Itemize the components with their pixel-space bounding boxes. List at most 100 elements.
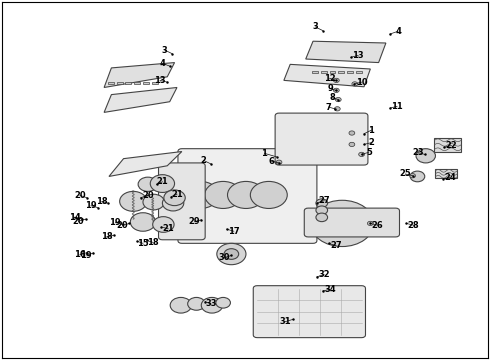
Circle shape [162, 195, 184, 211]
Bar [330, 71, 335, 73]
Circle shape [205, 181, 242, 208]
Text: 13: 13 [154, 76, 166, 85]
Bar [347, 71, 353, 73]
Text: 11: 11 [391, 102, 403, 111]
Text: 32: 32 [318, 270, 330, 279]
Bar [435, 138, 461, 152]
Text: 18: 18 [147, 238, 158, 247]
Text: 31: 31 [279, 317, 291, 326]
Circle shape [216, 297, 230, 308]
Bar [134, 82, 140, 84]
Text: 18: 18 [96, 197, 107, 206]
Bar [312, 71, 318, 73]
Circle shape [410, 174, 416, 178]
Circle shape [335, 98, 341, 102]
Circle shape [150, 175, 174, 193]
Circle shape [153, 217, 174, 232]
Text: 29: 29 [189, 217, 200, 226]
Bar [338, 71, 344, 73]
Circle shape [334, 107, 340, 111]
Text: 18: 18 [101, 233, 112, 242]
Bar [108, 82, 114, 84]
Text: 15: 15 [137, 239, 149, 248]
Text: 22: 22 [445, 141, 457, 150]
Text: 7: 7 [326, 103, 331, 112]
Bar [143, 82, 149, 84]
Circle shape [316, 199, 328, 207]
Circle shape [316, 206, 328, 215]
Bar [125, 82, 131, 84]
Circle shape [164, 190, 185, 206]
Circle shape [316, 213, 328, 222]
Circle shape [170, 297, 192, 313]
Bar [356, 71, 362, 73]
Text: 23: 23 [412, 148, 424, 157]
Circle shape [368, 221, 373, 226]
Circle shape [326, 212, 358, 235]
Circle shape [201, 297, 222, 313]
Circle shape [352, 82, 358, 86]
Text: 4: 4 [159, 59, 165, 68]
Bar [436, 169, 457, 178]
Polygon shape [109, 152, 182, 176]
FancyBboxPatch shape [304, 208, 399, 237]
Text: 20: 20 [117, 221, 128, 230]
Circle shape [182, 181, 219, 208]
Text: 16: 16 [74, 250, 86, 259]
Text: 21: 21 [171, 190, 183, 199]
FancyBboxPatch shape [275, 113, 368, 165]
Text: 14: 14 [69, 212, 81, 221]
Circle shape [359, 152, 365, 157]
Text: 30: 30 [219, 253, 230, 262]
Circle shape [311, 200, 374, 247]
Circle shape [130, 213, 156, 231]
Circle shape [250, 181, 287, 208]
Text: 12: 12 [324, 74, 336, 83]
Circle shape [276, 160, 282, 165]
Bar [152, 82, 158, 84]
Text: 27: 27 [318, 196, 330, 205]
Polygon shape [284, 64, 370, 87]
Text: 20: 20 [142, 191, 154, 200]
Text: 25: 25 [399, 170, 411, 179]
Circle shape [224, 249, 239, 259]
Circle shape [410, 171, 425, 182]
Text: 19: 19 [85, 201, 97, 210]
Text: 20: 20 [74, 191, 86, 200]
Polygon shape [306, 41, 386, 63]
Text: 24: 24 [444, 173, 456, 182]
Text: 6: 6 [269, 157, 275, 166]
Text: 1: 1 [368, 126, 374, 135]
Circle shape [188, 297, 205, 310]
Circle shape [120, 192, 147, 211]
FancyBboxPatch shape [178, 149, 317, 243]
Circle shape [143, 194, 164, 210]
Text: 34: 34 [324, 285, 336, 294]
FancyBboxPatch shape [159, 163, 205, 240]
Polygon shape [104, 63, 174, 87]
Text: 8: 8 [330, 93, 335, 102]
Circle shape [349, 131, 355, 135]
Text: 19: 19 [80, 251, 92, 260]
Text: 2: 2 [368, 138, 374, 147]
Circle shape [138, 177, 158, 192]
Text: 13: 13 [352, 51, 364, 60]
Text: 2: 2 [201, 156, 207, 165]
FancyBboxPatch shape [253, 286, 366, 338]
Bar [321, 71, 327, 73]
Text: 17: 17 [228, 227, 240, 236]
Text: 21: 21 [156, 177, 168, 186]
Text: 28: 28 [408, 221, 419, 230]
Circle shape [227, 181, 265, 208]
Text: 10: 10 [356, 78, 368, 87]
Text: 3: 3 [162, 46, 168, 55]
Text: 26: 26 [372, 221, 384, 230]
Text: 4: 4 [395, 27, 401, 36]
Circle shape [416, 149, 436, 163]
Text: 5: 5 [366, 148, 372, 157]
Bar [117, 82, 122, 84]
Text: 19: 19 [109, 218, 121, 227]
Circle shape [217, 243, 246, 265]
Text: 27: 27 [330, 241, 342, 250]
Circle shape [333, 88, 339, 93]
